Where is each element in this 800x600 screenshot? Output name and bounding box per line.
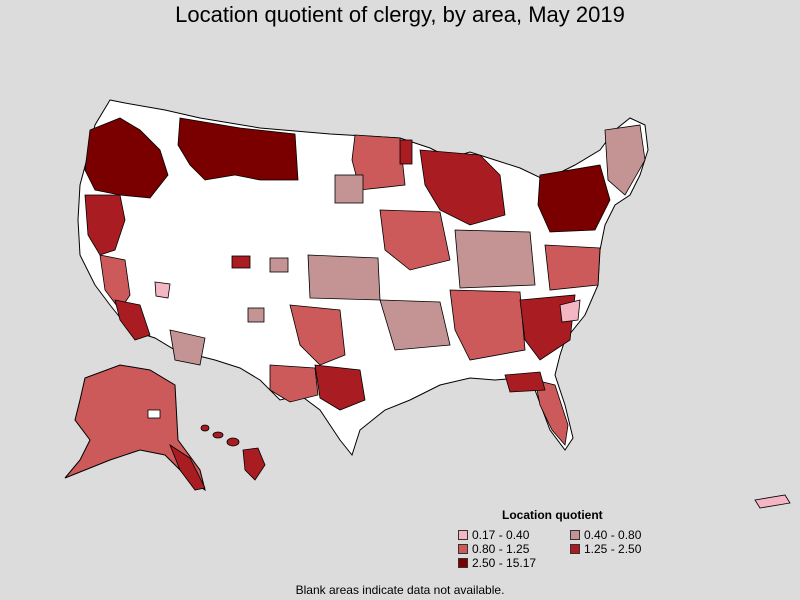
region-puerto-rico [754,494,791,509]
region-hawaii-oahu [212,431,224,439]
region-wisconsin-michigan [419,149,506,226]
legend-entry-2: 0.80 - 1.25 [458,541,570,556]
region-south-california [114,299,151,341]
region-new-mexico-metro [247,307,265,323]
region-pennsylvania-new-york [537,164,611,233]
region-alaska-panhandle [169,443,206,491]
legend-swatch-4 [458,557,468,568]
region-oregon-washington-dark [84,117,169,199]
region-arizona-south [169,329,206,366]
region-colorado-metro [269,257,289,273]
region-south-dakota-metro [334,174,364,204]
legend-swatch-0 [458,529,468,540]
legend-swatch-2 [458,543,468,554]
legend-label-0: 0.17 - 0.40 [472,527,530,542]
legend-label-3: 1.25 - 2.50 [584,541,642,556]
region-nevada-light [154,281,171,299]
legend-swatch-3 [570,543,580,554]
region-north-dakota-minnesota [351,134,406,191]
legend-entry-1: 0.40 - 0.80 [570,527,680,542]
region-iowa-illinois [379,209,451,271]
region-florida-panhandle [504,371,546,393]
region-florida [534,379,569,446]
legend-label-4: 2.50 - 15.17 [472,555,537,570]
region-arkansas-mississippi [379,299,451,351]
region-new-england [604,124,646,196]
legend-entry-4: 2.50 - 15.17 [458,555,570,570]
region-virginia [544,244,601,291]
region-north-california [84,194,126,256]
map-title: Location quotient of clergy, by area, Ma… [175,2,625,27]
legend-entry-3: 1.25 - 2.50 [570,541,680,556]
legend-entry-0: 0.17 - 0.40 [458,527,570,542]
region-idaho-montana-dark [177,117,299,181]
footnote: Blank areas indicate data not available. [295,583,505,597]
region-utah-metro [231,255,251,269]
region-north-texas [289,304,346,366]
legend-label-1: 0.40 - 0.80 [584,527,642,542]
region-montana-east [399,139,413,165]
legend: Location quotient 0.17 - 0.40 0.40 - 0.8… [450,508,670,570]
region-alaska-no-data [147,409,161,419]
region-ohio-kentucky [454,229,536,289]
region-hawaii-kauai [200,424,210,432]
region-north-carolina-light [559,299,581,323]
region-kansas [307,254,381,301]
legend-label-2: 0.80 - 1.25 [472,541,530,556]
legend-swatch-1 [570,529,580,540]
region-central-texas [314,364,366,411]
region-hawaii-maui [226,437,240,447]
region-alaska [64,364,206,492]
region-tennessee-alabama [449,289,526,361]
legend-title: Location quotient [502,508,603,522]
region-hawaii-big-island [242,447,266,481]
region-west-texas [269,364,319,403]
